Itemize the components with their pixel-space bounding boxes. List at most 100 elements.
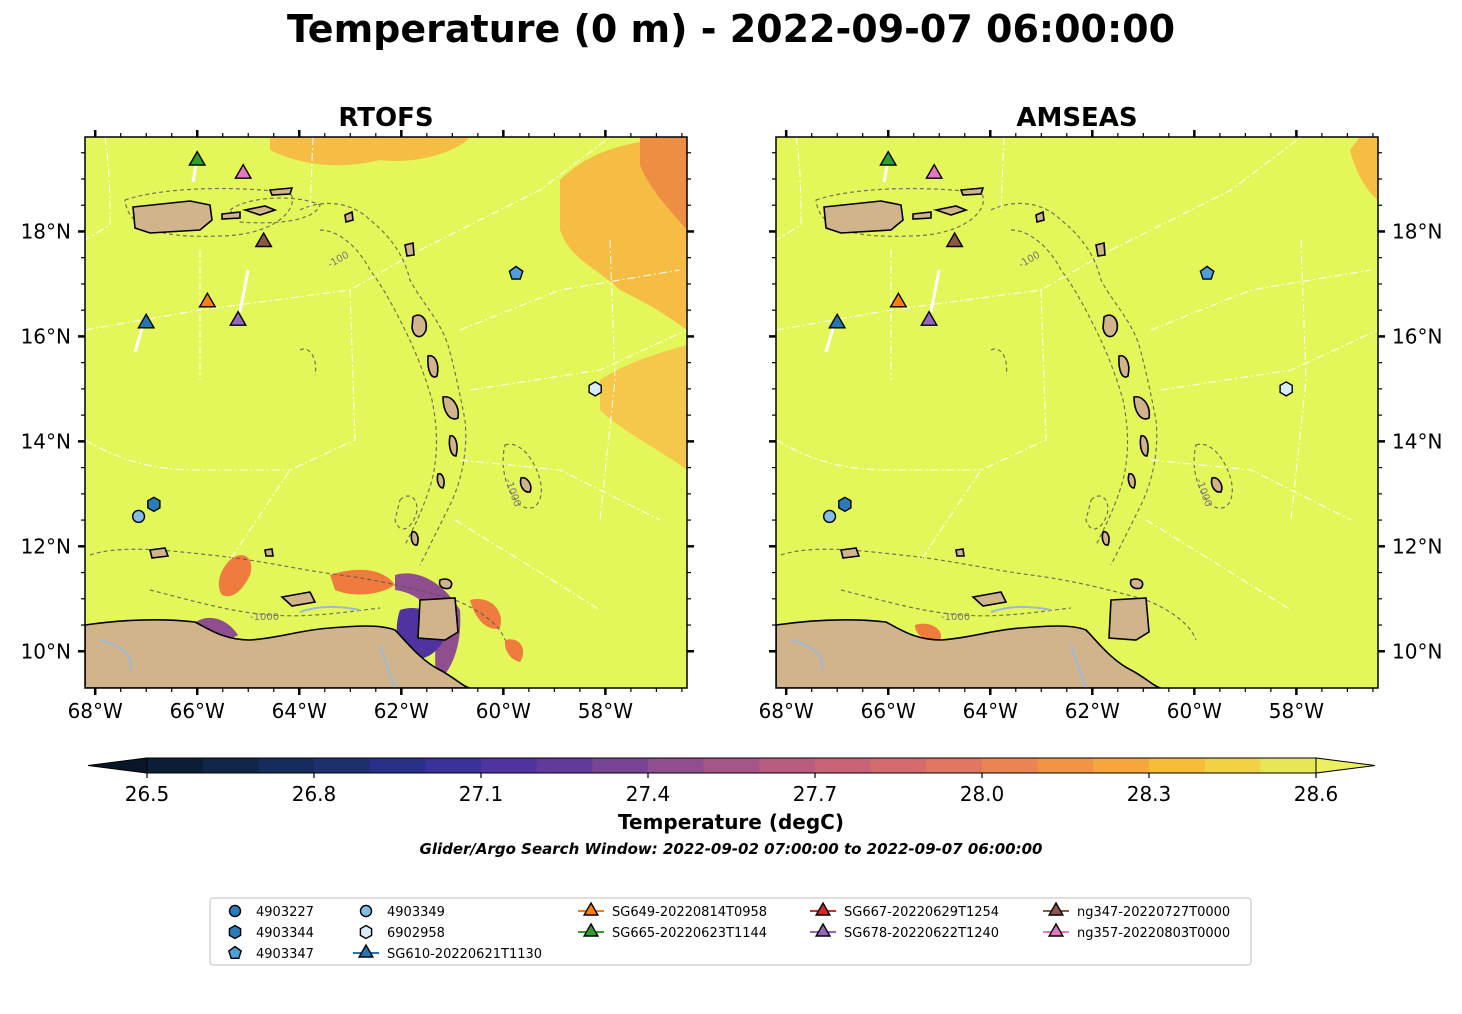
legend-label: 4903349 [387, 905, 445, 920]
legend-label: ng347-20220727T0000 [1077, 905, 1230, 920]
eez-line-8 [459, 459, 661, 521]
island-guadeloupe [1102, 314, 1119, 338]
glider-tracks [133, 164, 250, 353]
south-american-mainland [85, 619, 471, 688]
legend-marker-4903344 [228, 924, 242, 940]
y-tick-label: 12°N [21, 534, 71, 558]
marker-4903349 [131, 509, 146, 524]
eez-line-3 [85, 249, 421, 331]
colorbar-bin [982, 758, 1039, 773]
warm-patch-northeast [1350, 137, 1378, 200]
island-curacao [149, 547, 170, 559]
map-frame-amseas [775, 136, 1379, 689]
island-martinique [442, 396, 460, 420]
island-antigua [404, 241, 415, 257]
contour-100-aves [299, 348, 317, 376]
search-window-caption: Glider/Argo Search Window: 2022-09-02 07… [420, 840, 1043, 858]
colorbar-bin [314, 758, 371, 773]
marker-sg649-20220814t0958 [198, 291, 217, 308]
cold-filament-3 [330, 569, 395, 595]
y-tick-label: 14°N [1392, 429, 1442, 453]
island-dominica [1118, 354, 1130, 378]
eez-line-6 [1150, 269, 1372, 331]
marker-sg678-20220622t1240 [920, 310, 939, 326]
colorbar: 26.5 26.8 27.1 27.4 27.7 28.0 28.3 28.6 [87, 757, 1376, 806]
eez-line-11 [599, 239, 616, 521]
y-tick-label: 10°N [1392, 639, 1442, 663]
rivers [99, 605, 396, 688]
eez-line-1 [85, 137, 111, 241]
contour-1000-south [149, 589, 381, 617]
marker-6902958 [1279, 381, 1293, 397]
warm-patch-east [600, 345, 687, 470]
marker-4903349 [822, 509, 837, 524]
colorbar-bin [369, 758, 426, 773]
legend-label: 4903227 [256, 905, 314, 920]
marker-4903347 [508, 265, 524, 280]
river-1 [790, 639, 823, 671]
x-tick-label: 64°W [272, 699, 327, 723]
colorbar-tick-label: 28.6 [1294, 782, 1339, 806]
y-tick-label: 16°N [21, 324, 71, 348]
warm-patch-hot [640, 137, 687, 230]
colorbar-bin [202, 758, 259, 773]
marker-4903344 [838, 496, 852, 513]
legend: 4903227 4903344 4903347 4903349 6902958 SG610… [209, 897, 1252, 966]
contour-1000-south [840, 589, 1072, 617]
contour-1000-arc-inner [319, 229, 438, 546]
marker-sg610-20220621t1130 [828, 312, 847, 329]
legend-marker-4903347 [227, 945, 243, 959]
y-tick-label: 10°N [21, 639, 71, 663]
track-sg649 [238, 269, 250, 313]
legend-label: ng357-20220803T0000 [1077, 926, 1230, 941]
legend-label: SG665-20220623T1144 [612, 926, 767, 941]
colorbar-bin [815, 758, 872, 773]
legend-marker-4903349 [359, 904, 373, 918]
contour-100-puerto-rico [124, 187, 294, 237]
map-title-amseas: AMSEAS [1016, 103, 1137, 133]
island-vieques [912, 211, 932, 220]
contour-100-aves [990, 348, 1008, 376]
legend-marker-ng357-20220803t0000 [1047, 922, 1065, 937]
cold-filament-7 [504, 639, 524, 662]
eez-line-9 [1145, 519, 1292, 611]
legend-marker-ng347-20220727t0000 [1047, 901, 1065, 916]
marker-sg665-20220623t1144 [188, 150, 207, 166]
eez-line-4 [920, 289, 1047, 561]
island-margarita [971, 591, 1008, 607]
x-tick-label: 62°W [1065, 699, 1120, 723]
marker-6902958 [588, 381, 602, 397]
river-2 [379, 644, 396, 688]
warm-patch-north [270, 137, 470, 166]
x-tick-label: 64°W [963, 699, 1018, 723]
eez-line-6 [459, 269, 681, 331]
eez-line-8 [1150, 459, 1352, 521]
legend-marker-sg610-20220621t1130 [357, 943, 375, 958]
marker-sg610-20220621t1130 [137, 312, 156, 329]
cold-filament-1 [218, 555, 252, 597]
island-bonaire [264, 548, 274, 557]
legend-marker-sg665-20220623t1144 [582, 922, 600, 937]
map-frame-rtofs [84, 136, 688, 689]
legend-marker-sg649-20220814t0958 [582, 901, 600, 916]
island-margarita [280, 591, 317, 607]
map-title-rtofs: RTOFS [338, 103, 433, 133]
colorbar-bin [1037, 758, 1094, 773]
colorbar-outline [146, 757, 1317, 774]
x-tick-label: 60°W [1167, 699, 1222, 723]
x-tick-label: 58°W [1269, 699, 1324, 723]
island-anguilla [1035, 210, 1045, 224]
island-tobago [1129, 578, 1144, 590]
eez-line-10 [1000, 137, 1005, 211]
warm-sst-patches [270, 137, 687, 470]
eez-line-7 [469, 329, 687, 391]
colorbar-tick-label: 26.8 [292, 782, 337, 806]
track-sg610 [824, 324, 836, 353]
island-vieques [221, 211, 241, 220]
colorbar-bin [592, 758, 649, 773]
islands [132, 187, 532, 641]
contour-100-grenada [394, 495, 418, 530]
legend-label: SG610-20220621T1130 [387, 947, 542, 962]
eez-boundaries [776, 137, 1378, 611]
eez-line-9 [454, 519, 601, 611]
